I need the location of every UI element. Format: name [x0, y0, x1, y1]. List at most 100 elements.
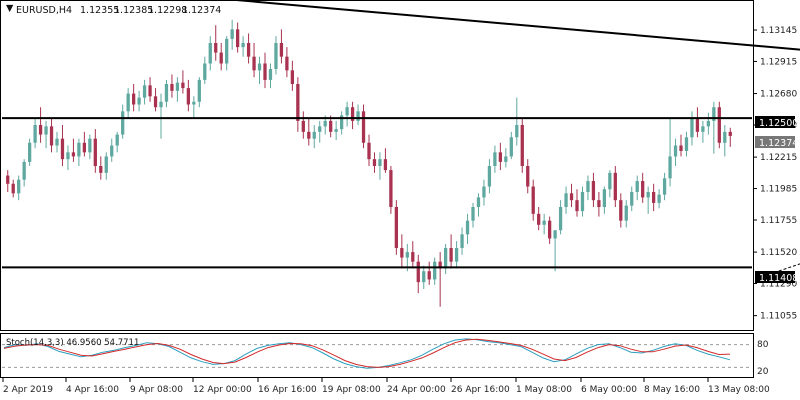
- stochastic-group: [2, 338, 752, 369]
- candle: [33, 118, 37, 149]
- candle: [630, 186, 634, 212]
- candle: [66, 145, 70, 171]
- candle: [159, 93, 163, 139]
- candle: [318, 120, 322, 143]
- candle: [186, 79, 191, 112]
- candle: [175, 77, 180, 102]
- time-axis: 2 Apr 2019 4 Apr 16:00 9 Apr 08:00 12 Apr 0…: [2, 378, 770, 395]
- candle: [400, 234, 404, 269]
- x-tick-label: 9 Apr 08:00: [130, 385, 183, 395]
- candle: [290, 60, 295, 91]
- candle: [695, 107, 700, 138]
- candle: [493, 145, 497, 173]
- candle: [443, 243, 448, 274]
- candle: [77, 138, 81, 166]
- x-tick-label: 26 Apr 16:00: [451, 385, 510, 395]
- x-tick-label: 4 Apr 16:00: [66, 385, 119, 395]
- candle: [203, 56, 207, 84]
- candle: [422, 265, 426, 289]
- candle: [569, 183, 574, 207]
- candle: [301, 111, 305, 139]
- candle: [214, 25, 218, 61]
- candle: [44, 120, 48, 149]
- candle: [580, 186, 585, 217]
- candle: [427, 261, 431, 285]
- x-tick-label: 8 May 16:00: [644, 385, 700, 395]
- candle: [356, 104, 360, 125]
- oscillator-panel-frame: [0, 333, 754, 378]
- candle: [482, 179, 486, 206]
- candle: [307, 118, 311, 146]
- y-tick-label: 1.12215: [760, 153, 797, 163]
- candle: [60, 125, 65, 166]
- candle: [339, 111, 344, 135]
- stochastic-signal-line: [3, 338, 731, 368]
- candle: [411, 241, 415, 269]
- stochastic-level-80: 80: [757, 340, 769, 350]
- candle: [88, 134, 92, 160]
- open-price: 1.12355: [80, 5, 119, 16]
- candle: [504, 148, 508, 168]
- candle: [38, 107, 43, 143]
- support-price-tag: 1.11408: [755, 271, 798, 284]
- candle: [564, 186, 568, 214]
- y-tick-label: 1.11520: [760, 248, 797, 258]
- candle: [257, 56, 262, 84]
- candle: [547, 216, 552, 244]
- svg-text:1.12500: 1.12500: [759, 118, 798, 129]
- x-tick-label: 16 Apr 16:00: [258, 385, 317, 395]
- candle: [728, 127, 732, 147]
- resistance-trendline[interactable]: [150, 0, 800, 72]
- y-tick-label: 1.11755: [760, 216, 797, 226]
- candle: [553, 230, 557, 272]
- candle: [706, 112, 711, 135]
- x-tick-label: 13 May 08:00: [708, 385, 770, 395]
- x-tick-label: 19 Apr 08:00: [322, 385, 381, 395]
- price-panel-frame: [0, 0, 754, 331]
- candle: [345, 101, 349, 127]
- candle: [110, 138, 114, 162]
- candle: [11, 179, 15, 198]
- candle: [460, 227, 464, 255]
- high-price: 1.12385: [114, 5, 153, 16]
- candle: [142, 79, 147, 105]
- candle: [624, 200, 628, 228]
- candle: [619, 193, 623, 228]
- stochastic-label: Stoch(14,3,3) 46.9560 54.7711: [6, 338, 139, 348]
- candle: [498, 142, 503, 171]
- candle: [71, 138, 76, 162]
- dropdown-triangle-icon[interactable]: ▼: [6, 3, 14, 14]
- candle: [312, 125, 316, 149]
- y-tick-label: 1.11985: [760, 185, 797, 195]
- lines-group: [2, 0, 800, 274]
- candle: [487, 159, 492, 194]
- candle: [192, 96, 196, 119]
- candle: [531, 179, 535, 221]
- candle: [471, 202, 475, 228]
- candle: [668, 118, 672, 187]
- candle: [613, 166, 617, 207]
- candle: [641, 172, 645, 203]
- candle: [509, 131, 513, 160]
- candle: [657, 189, 661, 209]
- candle: [575, 189, 579, 217]
- candle: [230, 19, 234, 50]
- candle: [181, 70, 185, 94]
- candle: [334, 120, 338, 141]
- candle: [208, 36, 212, 71]
- candle: [690, 111, 694, 146]
- candle: [372, 152, 377, 173]
- candle: [153, 88, 158, 112]
- candle: [246, 33, 251, 64]
- candle: [367, 134, 371, 166]
- candle: [6, 170, 10, 192]
- candle: [515, 97, 519, 146]
- candle: [241, 36, 245, 57]
- candle: [558, 200, 563, 235]
- svg-text:1.11408: 1.11408: [759, 273, 798, 284]
- candle: [121, 104, 125, 139]
- candle: [131, 84, 136, 112]
- candle: [235, 22, 240, 53]
- candle: [454, 241, 459, 269]
